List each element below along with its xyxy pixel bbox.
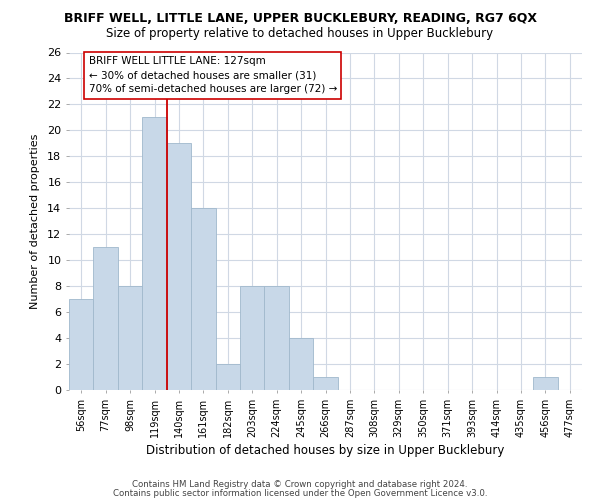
Bar	[313, 377, 338, 390]
Bar	[191, 208, 215, 390]
Text: BRIFF WELL LITTLE LANE: 127sqm
← 30% of detached houses are smaller (31)
70% of : BRIFF WELL LITTLE LANE: 127sqm ← 30% of …	[89, 56, 337, 94]
Bar	[265, 286, 289, 390]
Text: BRIFF WELL, LITTLE LANE, UPPER BUCKLEBURY, READING, RG7 6QX: BRIFF WELL, LITTLE LANE, UPPER BUCKLEBUR…	[64, 12, 536, 26]
Bar	[215, 364, 240, 390]
Bar	[118, 286, 142, 390]
Text: Contains HM Land Registry data © Crown copyright and database right 2024.: Contains HM Land Registry data © Crown c…	[132, 480, 468, 489]
X-axis label: Distribution of detached houses by size in Upper Bucklebury: Distribution of detached houses by size …	[146, 444, 505, 457]
Bar	[240, 286, 265, 390]
Bar	[142, 118, 167, 390]
Text: Contains public sector information licensed under the Open Government Licence v3: Contains public sector information licen…	[113, 489, 487, 498]
Bar	[94, 247, 118, 390]
Text: Size of property relative to detached houses in Upper Bucklebury: Size of property relative to detached ho…	[106, 28, 494, 40]
Bar	[69, 299, 94, 390]
Bar	[533, 377, 557, 390]
Bar	[289, 338, 313, 390]
Y-axis label: Number of detached properties: Number of detached properties	[30, 134, 40, 309]
Bar	[167, 144, 191, 390]
